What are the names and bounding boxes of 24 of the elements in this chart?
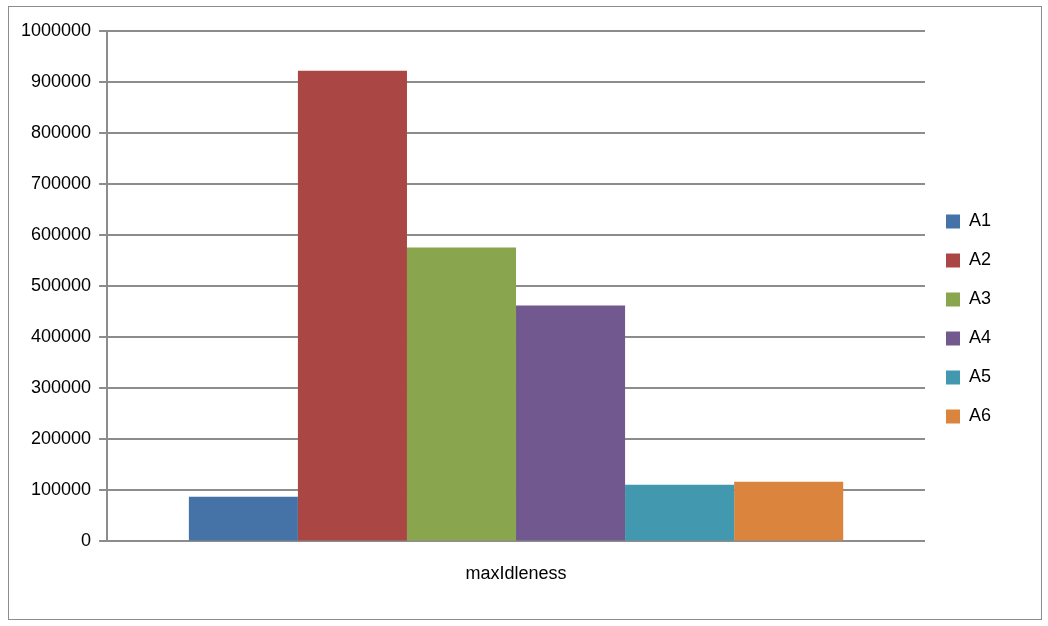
legend-label: A1	[968, 210, 992, 231]
y-tick-label: 400000	[31, 326, 92, 347]
bar	[734, 481, 844, 541]
legend-label: A6	[968, 405, 992, 426]
y-tick-label: 500000	[31, 275, 92, 296]
bar	[625, 484, 735, 541]
legend-label: A3	[968, 288, 992, 309]
y-tick-label: 900000	[31, 71, 92, 92]
y-tick-label: 100000	[31, 479, 92, 500]
legend-label: A2	[968, 249, 992, 270]
y-tick-label: 200000	[31, 428, 92, 449]
y-tick-label: 0	[81, 530, 92, 551]
y-tick-label: 1000000	[21, 19, 92, 40]
bar	[188, 496, 298, 541]
y-tick-label: 800000	[31, 122, 92, 143]
x-tick-label: maxIdleness	[465, 563, 567, 584]
bar	[297, 70, 407, 541]
legend-label: A4	[968, 327, 992, 348]
bar	[406, 247, 517, 541]
y-tick-label: 600000	[31, 224, 92, 245]
legend-label: A5	[968, 366, 992, 387]
y-tick-label: 300000	[31, 377, 92, 398]
bar	[516, 305, 626, 541]
y-tick-label: 700000	[31, 173, 92, 194]
